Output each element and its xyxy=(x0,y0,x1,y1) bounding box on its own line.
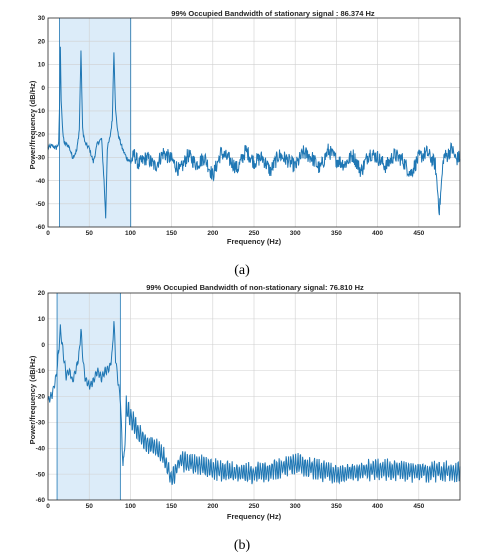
x-tick-label: 450 xyxy=(413,230,424,237)
title-a: 99% Occupied Bandwidth of stationary sig… xyxy=(171,9,375,18)
y-tick-label: -10 xyxy=(36,108,46,115)
y-tick-label: 20 xyxy=(38,290,46,297)
title-b: 99% Occupied Bandwidth of non-stationary… xyxy=(146,283,364,292)
x-tick-labels-b: 0 50 100 150 200 250 300 350 400 450 xyxy=(46,503,424,510)
x-tick-label: 450 xyxy=(413,503,424,510)
y-tick-label: -30 xyxy=(36,420,46,427)
x-tick-label: 300 xyxy=(290,230,301,237)
x-tick-label: 0 xyxy=(46,503,50,510)
y-tick-label: -60 xyxy=(36,224,46,231)
x-tick-label: 200 xyxy=(207,503,218,510)
y-tick-label: -40 xyxy=(36,445,46,452)
x-tick-label: 350 xyxy=(331,230,342,237)
ylabel-a: Power/frequency (dB/Hz) xyxy=(28,80,37,169)
caption-b: (b) xyxy=(234,538,251,553)
x-tick-label: 400 xyxy=(372,230,383,237)
y-tick-label: 10 xyxy=(38,316,46,323)
panel-b: 99% Occupied Bandwidth of non-stationary… xyxy=(28,283,461,553)
axes-frame-b xyxy=(47,292,461,501)
x-tick-label: 50 xyxy=(86,230,94,237)
y-tick-label: -20 xyxy=(36,394,46,401)
x-tick-label: 250 xyxy=(249,503,260,510)
x-tick-label: 250 xyxy=(249,230,260,237)
x-tick-label: 350 xyxy=(331,503,342,510)
occupied-band-a xyxy=(59,18,131,227)
axes-frame-a xyxy=(47,17,461,228)
y-tick-label: 0 xyxy=(41,85,45,92)
y-tick-label: -40 xyxy=(36,178,46,185)
x-tick-label: 300 xyxy=(290,503,301,510)
y-tick-label: 10 xyxy=(38,62,46,69)
y-tick-label: 20 xyxy=(38,38,46,45)
x-tick-label: 50 xyxy=(86,503,94,510)
y-tick-label: 30 xyxy=(38,15,46,22)
psd-line-a xyxy=(47,46,461,219)
xlabel-a: Frequency (Hz) xyxy=(227,237,282,246)
x-tick-label: 150 xyxy=(166,230,177,237)
psd-line-b xyxy=(47,321,461,485)
x-tick-label: 100 xyxy=(125,503,136,510)
y-tick-labels-a: -60 -50 -40 -30 -20 -10 0 10 20 30 xyxy=(36,15,46,231)
y-tick-labels-b: -60 -50 -40 -30 -20 -10 0 10 20 xyxy=(36,290,46,504)
x-tick-label: 0 xyxy=(46,230,50,237)
y-tick-label: 0 xyxy=(41,342,45,349)
grid-a xyxy=(48,18,460,227)
ylabel-b: Power/frequency (dB/Hz) xyxy=(28,355,37,444)
y-tick-label: -50 xyxy=(36,201,46,208)
panel-a: 99% Occupied Bandwidth of stationary sig… xyxy=(28,9,461,278)
x-tick-label: 150 xyxy=(166,503,177,510)
y-tick-label: -10 xyxy=(36,368,46,375)
y-tick-label: -50 xyxy=(36,471,46,478)
y-tick-label: -30 xyxy=(36,155,46,162)
y-tick-label: -20 xyxy=(36,131,46,138)
caption-a: (a) xyxy=(234,263,250,278)
x-tick-label: 200 xyxy=(207,230,218,237)
x-tick-labels-a: 0 50 100 150 200 250 300 350 400 450 xyxy=(46,230,424,237)
x-tick-label: 100 xyxy=(125,230,136,237)
xlabel-b: Frequency (Hz) xyxy=(227,512,282,521)
x-tick-label: 400 xyxy=(372,503,383,510)
y-tick-label: -60 xyxy=(36,497,46,504)
